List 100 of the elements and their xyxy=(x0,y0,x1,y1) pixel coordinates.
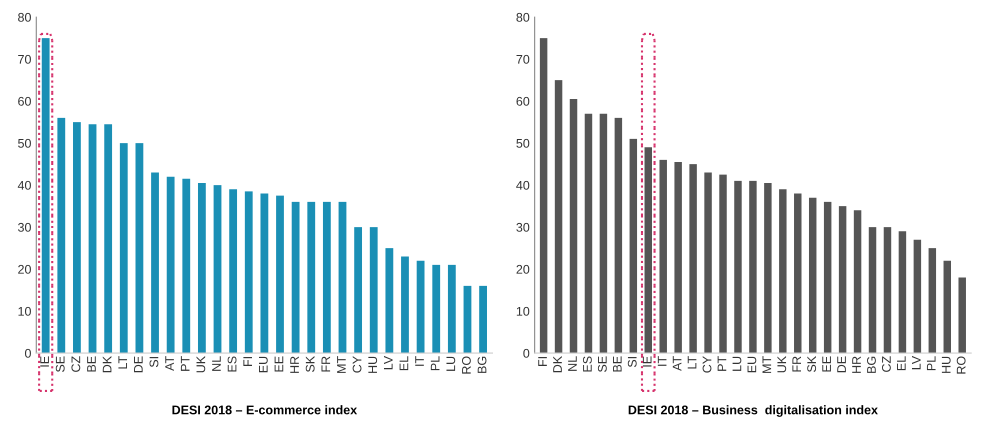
y-tick-label: 70 xyxy=(18,54,31,64)
x-tick-label: LU xyxy=(446,356,456,371)
bar xyxy=(928,248,936,354)
x-tick-label: CZ xyxy=(71,356,80,372)
bar xyxy=(584,114,592,354)
x-tick-label: NL xyxy=(212,356,221,371)
bar xyxy=(674,162,682,354)
bar xyxy=(322,202,331,354)
x-tick-label: HU xyxy=(368,356,378,373)
bar xyxy=(479,286,487,354)
bar xyxy=(734,180,742,354)
bar xyxy=(749,180,757,354)
bar xyxy=(214,185,222,354)
bar xyxy=(779,189,787,354)
x-tick-label: IE xyxy=(40,356,49,367)
x-tick-label: AT xyxy=(672,356,682,371)
bar xyxy=(292,202,300,354)
bar xyxy=(260,194,268,354)
x-tick-label: HR xyxy=(290,356,299,373)
x-tick-label: DE xyxy=(134,356,143,372)
y-tick-label: 40 xyxy=(18,180,31,190)
bar xyxy=(244,191,253,354)
x-tick-label: RO xyxy=(462,356,471,374)
y-tick-label: 20 xyxy=(18,264,31,274)
y-tick-label: 30 xyxy=(516,222,530,232)
x-tick-label: SE xyxy=(56,356,65,372)
bar xyxy=(794,194,802,354)
y-tick-label: 10 xyxy=(18,306,31,316)
bar xyxy=(135,143,144,354)
y-tick-label: 40 xyxy=(516,180,530,190)
x-tick-label: EU xyxy=(748,356,756,372)
x-tick-label: BE xyxy=(87,356,96,372)
bar xyxy=(401,256,409,354)
x-tick-label: LU xyxy=(732,356,742,371)
y-tick-label: 10 xyxy=(516,306,530,316)
x-tick-label: LT xyxy=(688,356,696,369)
x-tick-label: PL xyxy=(430,356,440,370)
y-tick-label: 60 xyxy=(516,96,530,106)
bar xyxy=(229,189,238,354)
bar xyxy=(104,124,112,354)
bar xyxy=(182,178,190,354)
x-tick-label: FR xyxy=(792,356,801,372)
x-tick-label: SI xyxy=(150,357,158,368)
bar xyxy=(166,176,175,354)
bar xyxy=(540,38,548,354)
x-tick-label: UK xyxy=(777,356,786,372)
x-tick-label: LV xyxy=(912,356,921,370)
x-tick-label: DK xyxy=(553,356,562,372)
x-tick-label: DE xyxy=(837,356,846,372)
x-tick-label: CY xyxy=(352,356,362,373)
x-tick-label: PT xyxy=(718,356,726,371)
y-tick-label: 20 xyxy=(516,264,530,274)
y-tick-label: 80 xyxy=(18,12,31,22)
bar xyxy=(120,143,128,354)
bar xyxy=(307,202,316,354)
bar xyxy=(630,138,638,354)
x-tick-label: SK xyxy=(807,356,816,372)
x-tick-label: HU xyxy=(942,356,951,373)
x-tick-label: BG xyxy=(478,356,486,373)
y-tick-label: 50 xyxy=(516,138,530,148)
bar xyxy=(808,198,816,354)
x-tick-label: EU xyxy=(259,356,268,372)
bar xyxy=(898,231,906,354)
bar xyxy=(416,260,425,354)
bar xyxy=(704,172,712,354)
bar xyxy=(151,172,159,354)
bar xyxy=(42,38,50,354)
x-tick-label: UK xyxy=(196,356,206,372)
bar xyxy=(338,202,346,354)
x-tick-label: BE xyxy=(613,356,622,372)
bar xyxy=(644,147,652,354)
x-tick-label: FI xyxy=(538,357,547,366)
x-tick-label: IE xyxy=(642,356,652,367)
x-tick-label: IT xyxy=(415,356,424,366)
bar xyxy=(884,227,892,354)
bar xyxy=(944,260,952,354)
x-axis-title: DESI 2018 – E-commerce index xyxy=(172,405,358,414)
x-tick-label: EL xyxy=(400,356,408,370)
x-tick-label: SE xyxy=(598,356,607,372)
y-tick-label: 60 xyxy=(18,96,31,106)
bar xyxy=(198,183,206,354)
bar xyxy=(824,202,832,354)
x-tick-label: EL xyxy=(897,356,906,370)
x-tick-label: IT xyxy=(658,356,666,366)
x-tick-label: MT xyxy=(762,356,772,373)
x-tick-label: RO xyxy=(956,356,966,374)
x-tick-label: FI xyxy=(243,357,252,366)
bar xyxy=(838,206,846,354)
bar xyxy=(57,118,66,354)
y-tick-label: 0 xyxy=(523,348,530,358)
x-tick-label: SK xyxy=(306,356,315,372)
bar xyxy=(868,227,876,354)
x-tick-label: LT xyxy=(118,356,128,369)
bar xyxy=(276,196,284,354)
bar xyxy=(689,164,697,354)
x-tick-label: MT xyxy=(337,356,346,373)
bar xyxy=(385,248,394,354)
bar xyxy=(914,240,922,354)
x-tick-label: NL xyxy=(568,356,577,371)
x-tick-label: PL xyxy=(926,356,936,370)
